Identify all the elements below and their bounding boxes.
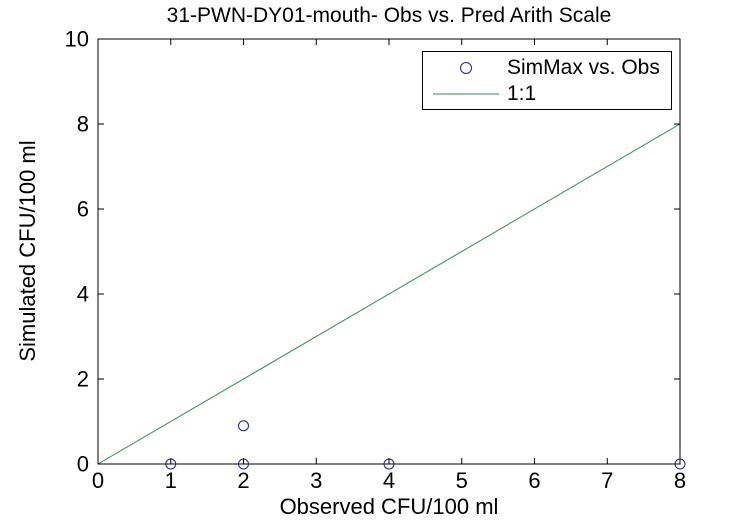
y-tick-label: 0	[77, 452, 89, 477]
legend-entry-simmax: SimMax vs. Obs	[423, 55, 671, 81]
y-axis-label: Simulated CFU/100 ml	[15, 140, 40, 362]
scatter-marker-icon	[460, 62, 472, 74]
x-tick-label: 2	[237, 468, 249, 493]
y-tick-label: 4	[77, 282, 89, 307]
x-tick-label: 8	[674, 468, 686, 493]
legend-label-simmax: SimMax vs. Obs	[507, 56, 660, 79]
data-point	[165, 458, 177, 470]
x-axis-label: Observed CFU/100 ml	[279, 494, 499, 519]
x-tick-label: 4	[383, 468, 395, 493]
chart-title: 31-PWN-DY01-mouth- Obs vs. Pred Arith Sc…	[166, 4, 612, 27]
y-tick-label: 10	[65, 27, 89, 52]
data-point	[383, 458, 395, 470]
x-tick-label: 6	[528, 468, 540, 493]
x-tick-label: 0	[92, 468, 104, 493]
x-tick-label: 7	[601, 468, 613, 493]
data-point	[238, 458, 249, 470]
data-point	[238, 420, 249, 432]
line-sample-icon	[433, 93, 499, 95]
x-tick-label: 3	[310, 468, 322, 493]
y-tick-label: 2	[77, 367, 89, 392]
x-tick-label: 5	[456, 468, 468, 493]
legend-label-oneone: 1:1	[507, 82, 537, 105]
legend-entry-oneone: 1:1	[423, 81, 671, 107]
data-point	[674, 458, 686, 470]
y-tick-label: 6	[77, 197, 89, 222]
series-line-1	[97, 123, 681, 465]
y-tick-label: 8	[77, 112, 89, 137]
x-tick-label: 1	[165, 468, 177, 493]
legend: SimMax vs. Obs 1:1	[422, 51, 672, 110]
